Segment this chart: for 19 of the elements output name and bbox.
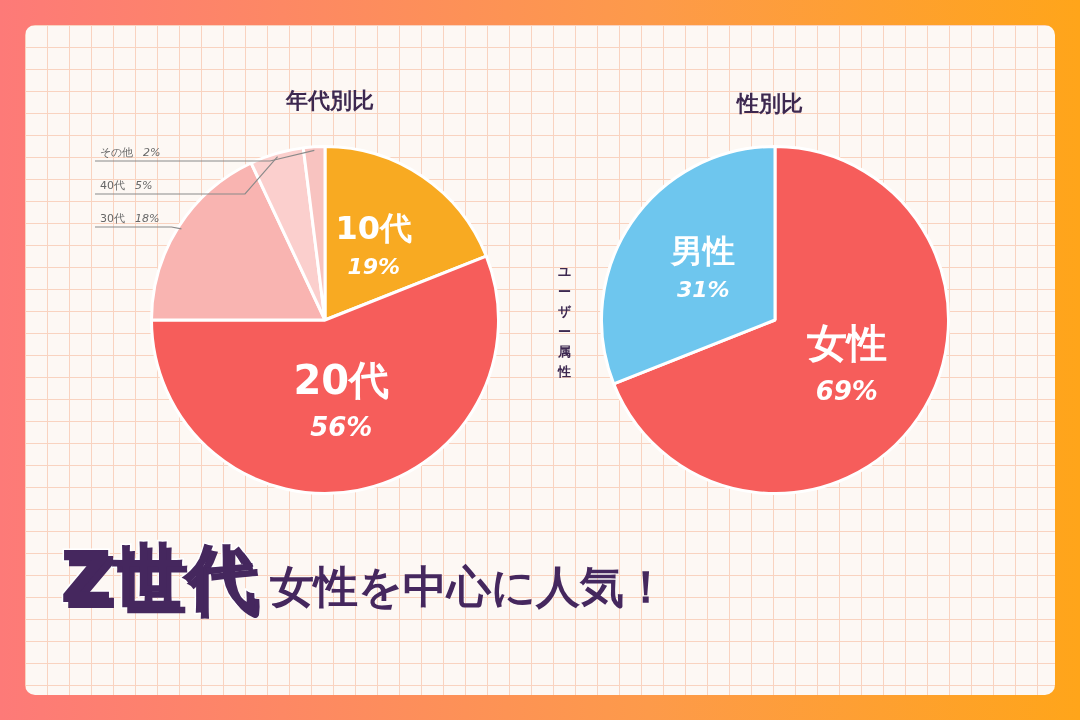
- slice-label: 10代: [335, 208, 413, 247]
- slice-label: 男性: [670, 231, 736, 270]
- data-label: 19%: [347, 253, 401, 279]
- slice-label: その他: [100, 146, 133, 159]
- data-label: 18%: [135, 212, 160, 225]
- data-label: 5%: [135, 179, 153, 192]
- chart-title: 性別比: [735, 90, 804, 118]
- chart-title: 年代別比: [284, 87, 375, 115]
- slice-label: 40代: [100, 179, 125, 192]
- slice-label: 女性: [806, 320, 887, 367]
- text: ユーザー属性: [556, 263, 572, 381]
- data-label: 31%: [676, 276, 730, 302]
- data-label: 69%: [815, 375, 878, 406]
- slice-label: 20代: [293, 356, 390, 403]
- text: 女性を中心に人気！: [270, 561, 669, 612]
- slice-label: 30代: [100, 212, 125, 225]
- text: Z世代: [60, 535, 257, 619]
- data-label: 2%: [143, 146, 161, 159]
- data-label: 56%: [310, 411, 373, 442]
